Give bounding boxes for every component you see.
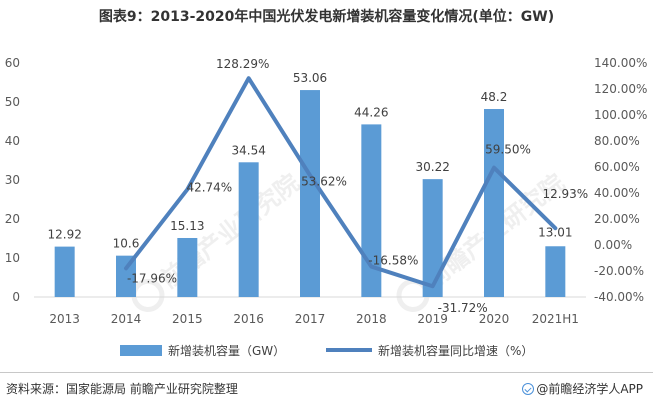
bar-value-label: 10.6 [113,237,140,251]
bar [54,246,75,297]
bar [177,237,198,297]
x-tick-label: 2017 [295,312,326,326]
x-tick-label: 2015 [172,312,203,326]
line-value-label: 42.74% [186,180,232,194]
source-note: 资料来源：国家能源局 前瞻产业研究院整理 [6,382,238,396]
bar-value-label: 12.92 [47,228,81,242]
y-left-tick-label: 10 [5,251,20,265]
y-right-tick-label: 40.00% [594,186,640,200]
y-left-tick-label: 40 [5,134,20,148]
x-tick-label: 2021H1 [532,312,579,326]
legend: 新增装机容量（GW） 新增装机容量同比增速（%） [120,343,533,358]
line-value-label: -31.72% [438,301,488,315]
bar-value-label: 48.2 [481,90,508,104]
legend-bar-swatch [120,345,162,356]
line-value-label: 59.50% [485,143,531,157]
legend-bar-label: 新增装机容量（GW） [168,343,285,358]
legend-line-label: 新增装机容量同比增速（%） [378,343,533,358]
line-value-label: -17.96% [127,271,177,285]
y-right-tick-label: 20.00% [594,212,640,226]
bar [116,255,136,297]
y-left-tick-label: 60 [5,56,20,70]
line-value-label: 12.93% [542,187,588,201]
bar [545,246,566,297]
watermark-logo-icon [131,278,165,312]
bar [238,162,259,297]
series-line [124,76,558,289]
y-left-tick-label: 20 [5,212,20,226]
line-value-label: 128.29% [216,57,269,71]
y-right-tick-label: 120.00% [594,82,647,96]
brand-credit: @前瞻经济学人APP [522,380,643,397]
y-right-tick-label: 60.00% [594,160,640,174]
bar-value-label: 44.26 [354,105,388,119]
y-left-tick-label: 30 [5,173,20,187]
bar-value-label: 15.13 [170,219,204,233]
chart-title: 图表9：2013-2020年中国光伏发电新增装机容量变化情况(单位：GW) [98,9,555,25]
bar-value-label: 13.01 [538,225,572,239]
y-left-tick-label: 50 [5,95,20,109]
chart: 前瞻产业研究院前瞻产业研究院 0102030405060-40.00%-20.0… [5,56,648,358]
line-value-label: 53.62% [301,174,347,188]
y-right-tick-label: 0.00% [594,238,632,252]
y-right-tick-label: -40.00% [594,290,644,304]
bar [361,124,382,297]
bar-value-label: 30.22 [415,160,449,174]
y-right-tick-label: 80.00% [594,134,640,148]
x-tick-label: 2020 [479,312,510,326]
brand-text: @前瞻经济学人APP [536,382,643,396]
bar-value-label: 34.54 [231,143,265,157]
growth-line [124,76,558,289]
bar [422,179,443,297]
brand-logo-icon [522,383,535,395]
y-right-tick-label: 140.00% [594,56,647,70]
bar [300,90,320,297]
line-value-label: -16.58% [368,254,418,268]
x-tick-label: 2019 [417,312,448,326]
x-tick-label: 2018 [356,312,387,326]
x-tick-label: 2014 [111,312,142,326]
y-right-tick-label: -20.00% [594,264,644,278]
x-tick-label: 2016 [233,312,264,326]
bars [54,90,566,298]
bar [484,109,504,298]
y-right-tick-label: 100.00% [594,108,647,122]
bar-value-label: 53.06 [293,71,327,85]
footer-divider [0,372,653,373]
x-tick-label: 2013 [49,312,80,326]
y-left-tick-label: 0 [12,290,20,304]
data-labels: 12.92 10.6 15.13 34.54 53.06 44.26 30.22 48.2 13… [47,57,588,315]
